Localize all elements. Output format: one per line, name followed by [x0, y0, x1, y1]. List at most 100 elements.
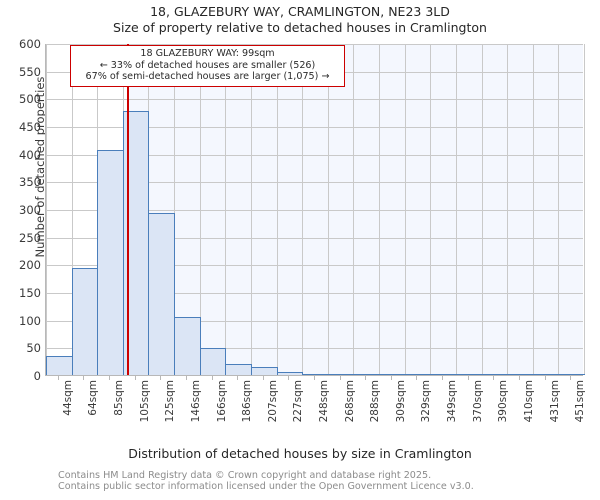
gridline-vertical	[507, 44, 508, 375]
x-tick-label: 329sqm	[420, 380, 433, 423]
x-tick-mark	[365, 376, 367, 380]
y-tick-label: 200	[19, 258, 41, 273]
gridline-horizontal	[46, 154, 583, 156]
x-tick-label: 268sqm	[343, 380, 356, 423]
x-tick-label: 431sqm	[548, 380, 561, 423]
x-tick-mark	[442, 376, 444, 380]
y-tick-label: 450	[19, 120, 41, 134]
gridline-vertical	[584, 44, 585, 375]
histogram-bar	[507, 374, 534, 375]
x-tick-mark	[544, 376, 546, 380]
x-tick-mark	[570, 376, 572, 380]
x-tick-label: 85sqm	[113, 380, 126, 416]
y-tick-label: 0	[33, 369, 41, 383]
histogram-bar	[533, 374, 559, 375]
histogram-bar	[482, 374, 508, 375]
x-tick-mark	[467, 376, 469, 380]
gridline-horizontal	[46, 182, 583, 184]
histogram-bar	[379, 374, 406, 375]
gridline-vertical	[379, 44, 380, 375]
x-tick-label: 248sqm	[318, 380, 330, 423]
y-tick-label: 150	[19, 286, 41, 300]
x-tick-label: 370sqm	[471, 380, 484, 423]
x-tick-mark	[262, 376, 264, 380]
gridline-horizontal	[46, 265, 583, 267]
gridline-vertical	[456, 44, 457, 375]
histogram-bar	[46, 355, 73, 375]
y-tick-label: 50	[26, 341, 41, 356]
histogram-bar	[353, 374, 380, 375]
histogram-bar	[405, 374, 431, 375]
histogram-bar	[277, 371, 303, 375]
x-tick-mark	[314, 376, 315, 380]
x-tick-mark	[339, 376, 341, 380]
gridline-vertical	[430, 44, 431, 375]
x-axis-title: Distribution of detached houses by size …	[128, 446, 472, 461]
annotation-line-2: ← 33% of detached houses are smaller (52…	[99, 59, 316, 71]
gridline-vertical	[558, 44, 559, 375]
x-tick-mark	[518, 376, 520, 380]
y-tick-label: 350	[19, 175, 41, 190]
gridline-horizontal	[46, 237, 583, 239]
histogram-bar	[558, 374, 585, 375]
histogram-bar	[302, 374, 329, 375]
x-tick-label: 44sqm	[61, 380, 74, 416]
x-tick-label: 207sqm	[266, 380, 279, 423]
property-annotation-box: 18 GLAZEBURY WAY: 99sqm ← 33% of detache…	[70, 45, 345, 87]
x-tick-label: 146sqm	[189, 380, 202, 423]
y-tick-label: 600	[19, 37, 41, 51]
x-axis-ticks: 44sqm 64sqm 85sqm 105sqm 125sqm 146sqm 166sqm 1…	[45, 380, 587, 440]
footer-line-2: Contains public sector information licen…	[58, 481, 474, 492]
x-tick-label: 309sqm	[394, 380, 407, 423]
gridline-vertical	[251, 44, 252, 375]
chart-title-block: 18, GLAZEBURY WAY, CRAMLINGTON, NE23 3LD…	[0, 4, 600, 36]
chart-subtitle: Size of property relative to detached ho…	[113, 20, 487, 35]
histogram-bar	[430, 374, 457, 375]
x-tick-mark	[57, 376, 59, 380]
gridline-vertical	[302, 44, 303, 375]
x-tick-mark	[237, 376, 239, 380]
x-tick-mark	[416, 376, 418, 380]
gridline-horizontal	[46, 293, 583, 294]
x-tick-label: 390sqm	[497, 380, 510, 423]
histogram-bar	[251, 367, 278, 375]
gridline-vertical	[353, 44, 354, 375]
x-tick-label: 64sqm	[87, 380, 100, 416]
x-tick-label: 451sqm	[574, 380, 587, 423]
gridline-vertical	[72, 44, 73, 375]
annotation-line-1: 18 GLAZEBURY WAY: 99sqm	[140, 48, 275, 59]
y-tick-label: 550	[19, 64, 41, 79]
x-tick-mark	[185, 376, 187, 380]
histogram-bar	[225, 363, 252, 375]
page-title: 18, GLAZEBURY WAY, CRAMLINGTON, NE23 3LD	[150, 4, 450, 19]
y-tick-label: 400	[19, 147, 41, 162]
footer-attribution: Contains HM Land Registry data © Crown c…	[58, 470, 598, 492]
histogram-bar	[200, 348, 226, 375]
x-tick-mark	[160, 376, 162, 380]
footer-line-1: Contains HM Land Registry data © Crown c…	[58, 470, 432, 481]
plot-area	[45, 44, 585, 376]
gridline-horizontal	[46, 44, 583, 45]
x-tick-mark	[83, 376, 85, 380]
y-axis-ticks: 0 50 100 150 200 250 300 350 400 450 500 550 600	[0, 0, 41, 500]
x-tick-label: 166sqm	[215, 380, 228, 423]
x-tick-mark	[211, 376, 213, 380]
x-tick-mark	[493, 376, 495, 380]
gridline-horizontal	[46, 99, 583, 101]
gridline-vertical	[482, 44, 483, 375]
gridline-vertical	[405, 44, 406, 375]
gridline-vertical	[225, 44, 226, 375]
gridline-vertical	[46, 44, 47, 375]
x-tick-label: 227sqm	[292, 380, 305, 423]
x-tick-mark	[288, 376, 290, 380]
gridline-vertical	[200, 44, 201, 375]
y-tick-label: 500	[19, 92, 41, 107]
y-tick-label: 250	[19, 230, 41, 245]
gridline-horizontal	[46, 127, 583, 128]
gridline-vertical	[533, 44, 534, 375]
y-tick-label: 300	[19, 203, 41, 217]
histogram-bar	[174, 316, 201, 375]
histogram-bar	[328, 374, 354, 375]
x-tick-mark	[109, 376, 111, 380]
